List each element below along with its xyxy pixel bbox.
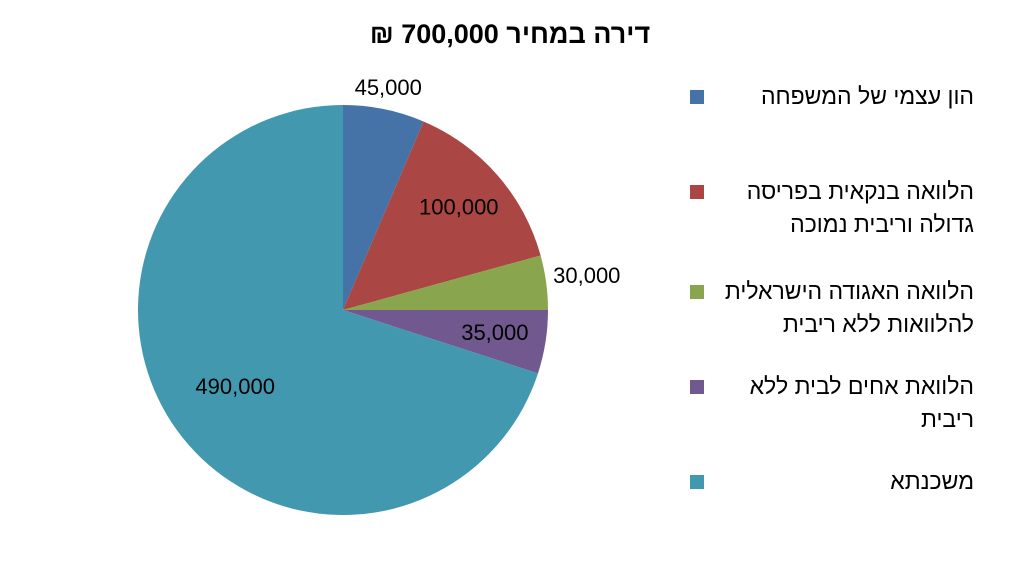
legend-label: משכנתא [890,468,974,494]
legend-item: הון עצמי של המשפחה [690,80,980,113]
data-label: 45,000 [355,75,422,100]
legend-label: הלוואה בנקאית בפריסה גדולה וריבית נמוכה [746,178,974,237]
legend-label: הלוואת אחים לבית ללא ריבית [749,373,974,432]
legend-swatch [690,185,704,199]
legend-item: הלוואת אחים לבית ללא ריבית [690,370,980,436]
data-label: 100,000 [419,195,499,220]
pie-slice [343,255,548,310]
chart-title: דירה במחיר 700,000 ₪ [370,19,650,49]
legend-label: הון עצמי של המשפחה [760,83,974,109]
pie-slice [343,310,548,374]
data-label: 30,000 [553,263,620,288]
data-label: 490,000 [195,374,275,399]
pie-slice [343,121,541,311]
pie-slice [138,105,538,515]
legend-item: משכנתא [690,465,980,498]
legend-label: הלוואה האגודה הישראלית להלוואות ללא ריבי… [724,278,974,337]
legend-item: הלוואה האגודה הישראלית להלוואות ללא ריבי… [690,275,980,341]
data-label: 35,000 [461,320,528,345]
legend-swatch [690,90,704,104]
legend-swatch [690,475,704,489]
pie-slice [343,105,424,310]
legend-swatch [690,285,704,299]
legend-swatch [690,380,704,394]
legend-item: הלוואה בנקאית בפריסה גדולה וריבית נמוכה [690,175,980,241]
